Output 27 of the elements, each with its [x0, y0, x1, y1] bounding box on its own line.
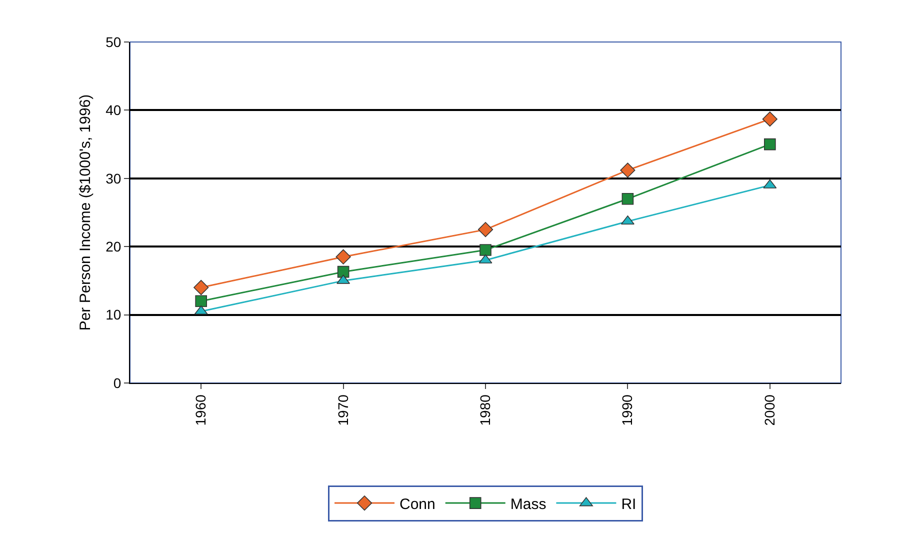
- y-axis-title: Per Person Income ($1000's, 1996): [77, 94, 94, 331]
- y-tick-label: 20: [106, 238, 122, 254]
- point: [194, 280, 209, 296]
- y-tick-label: 50: [106, 34, 122, 50]
- point: [336, 249, 351, 264]
- legend-label: Mass: [510, 496, 546, 513]
- y-tick-label: 10: [106, 306, 122, 323]
- x-tick-label: 1960: [192, 394, 209, 426]
- y-tick-label: 40: [106, 102, 122, 118]
- point: [478, 222, 494, 238]
- point: [620, 162, 636, 178]
- point: [620, 215, 634, 225]
- point: [762, 112, 778, 127]
- point: [480, 244, 492, 256]
- y-tick-label: 0: [113, 374, 122, 391]
- point: [337, 266, 350, 278]
- x-tick-label: 1990: [619, 394, 636, 426]
- point: [194, 305, 208, 315]
- x-tick-label: 2000: [761, 394, 778, 426]
- x-tick-label: 1970: [334, 394, 351, 426]
- legend-label: RI: [621, 496, 636, 513]
- point: [764, 138, 776, 150]
- point: [195, 295, 207, 308]
- y-tick-label: 30: [106, 170, 122, 186]
- x-tick-label: 1980: [477, 394, 494, 426]
- point: [622, 192, 634, 205]
- legend-label: Conn: [400, 496, 436, 513]
